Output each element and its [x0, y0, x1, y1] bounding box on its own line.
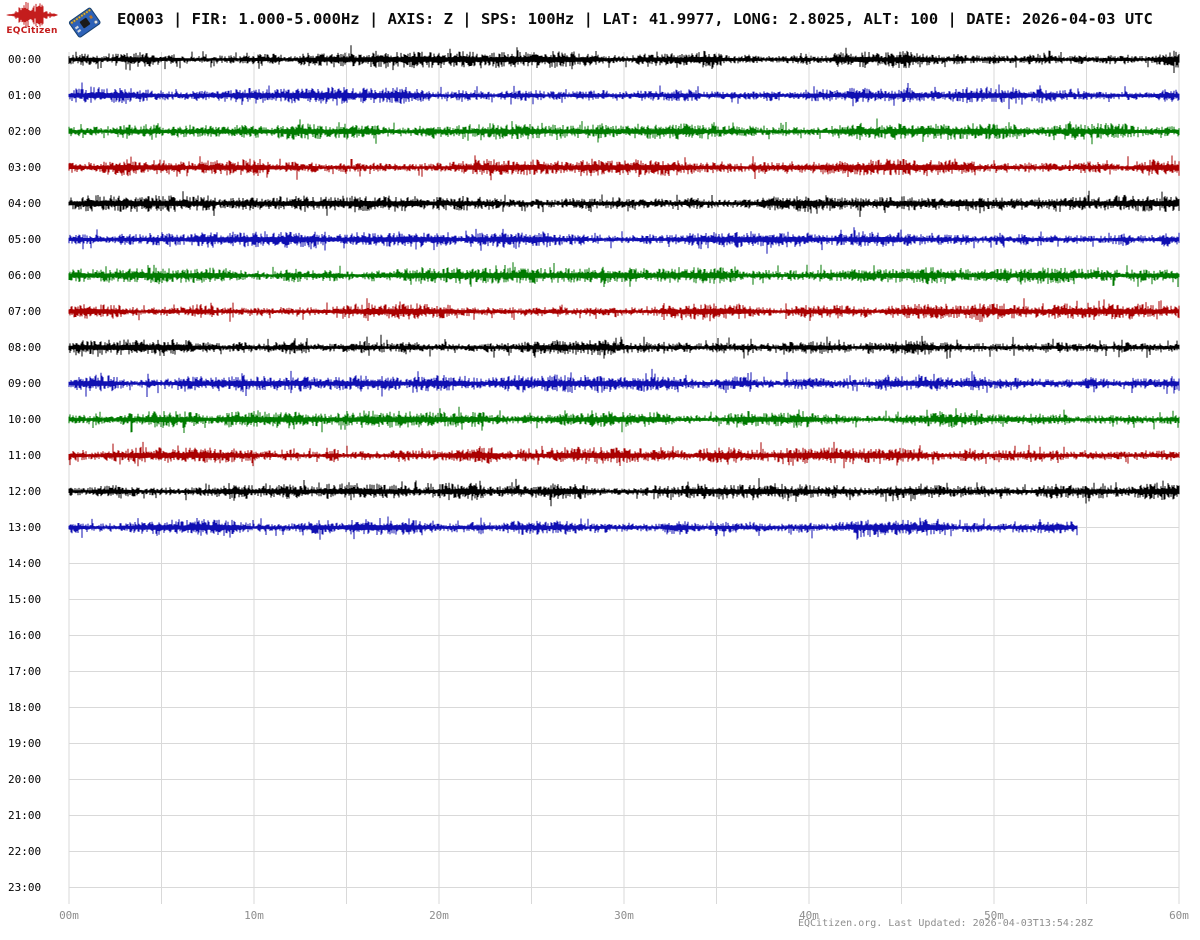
hour-label-0200: 02:00: [8, 125, 42, 138]
minute-label-30m: 30m: [614, 909, 634, 922]
logo-wordmark: EQCitizen: [6, 26, 58, 36]
hour-label-2000: 20:00: [8, 773, 42, 786]
last-updated-text: EQCitizen.org. Last Updated: 2026-04-03T…: [798, 918, 1094, 929]
logo-wave-strokes: [6, 2, 58, 28]
hour-label-1800: 18:00: [8, 701, 42, 714]
hour-label-0700: 07:00: [8, 305, 42, 318]
minute-label-20m: 20m: [429, 909, 449, 922]
minute-label-60m: 60m: [1169, 909, 1189, 922]
hour-label-1700: 17:00: [8, 665, 42, 678]
hour-label-1300: 13:00: [8, 521, 42, 534]
hour-label-0500: 05:00: [8, 233, 42, 246]
trace-row-1100: [68, 441, 1180, 469]
trace-row-1300: [68, 516, 1078, 540]
trace-row-0300: [68, 155, 1180, 181]
hour-label-0000: 00:00: [8, 53, 42, 66]
trace-row-1200: [68, 478, 1180, 507]
minute-label-50m: 50m: [984, 909, 1004, 922]
trace-row-0200: [68, 118, 1180, 145]
trace-row-0100: [68, 82, 1180, 110]
hour-label-0600: 06:00: [8, 269, 42, 282]
station-info-title: EQ003 | FIR: 1.000-5.000Hz | AXIS: Z | S…: [117, 10, 1153, 28]
hour-label-1600: 16:00: [8, 629, 42, 642]
hour-label-0100: 01:00: [8, 89, 42, 102]
trace-row-0600: [68, 262, 1180, 287]
hour-label-1400: 14:00: [8, 557, 42, 570]
seismic-waveform-icon: [6, 2, 58, 28]
hour-label-2300: 23:00: [8, 881, 42, 894]
hour-label-1000: 10:00: [8, 413, 42, 426]
plot-grid: [68, 52, 1180, 904]
hour-label-2100: 21:00: [8, 809, 42, 822]
hour-label-0300: 03:00: [8, 161, 42, 174]
hour-label-1200: 12:00: [8, 485, 42, 498]
hour-label-0900: 09:00: [8, 377, 42, 390]
hour-label-0400: 04:00: [8, 197, 42, 210]
trace-row-0500: [68, 227, 1180, 254]
hour-label-0800: 08:00: [8, 341, 42, 354]
sensor-module-icon: [68, 7, 101, 38]
minute-label-40m: 40m: [799, 909, 819, 922]
trace-row-1000: [68, 406, 1180, 433]
sensor-pcb: [68, 7, 101, 38]
hour-label-2200: 22:00: [8, 845, 42, 858]
hour-label-1100: 11:00: [8, 449, 42, 462]
hour-label-1500: 15:00: [8, 593, 42, 606]
minute-label-00m: 00m: [59, 909, 79, 922]
minute-label-10m: 10m: [244, 909, 264, 922]
trace-row-0800: [68, 334, 1180, 359]
trace-row-0700: [68, 298, 1180, 323]
trace-row-0900: [68, 368, 1180, 397]
trace-row-0000: [68, 45, 1180, 73]
hour-label-1900: 19:00: [8, 737, 42, 750]
trace-row-0400: [68, 190, 1180, 217]
